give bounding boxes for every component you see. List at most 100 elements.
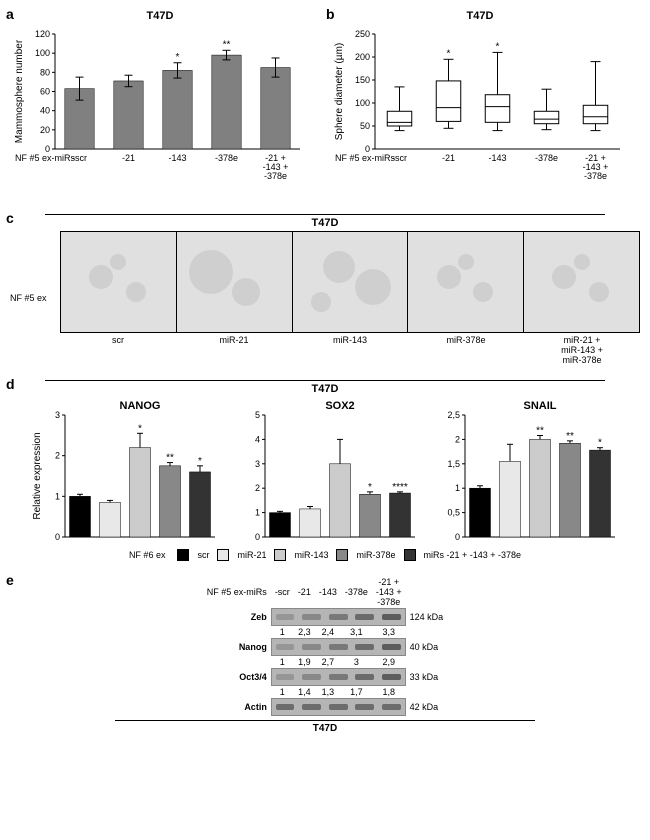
micrograph-cell (408, 232, 524, 332)
svg-text:-21: -21 (122, 153, 135, 163)
western-blot-table: NF #5 ex-miRs-scr-21-143-378e-21 + -143 … (203, 576, 447, 716)
row-label: NF #5 ex (10, 293, 60, 303)
blot-band (271, 638, 406, 656)
svg-text:3: 3 (255, 459, 260, 469)
blot-band (271, 608, 406, 626)
svg-text:200: 200 (355, 52, 370, 62)
svg-text:*: * (198, 456, 202, 467)
micrograph-label: miR-21 + miR-143 + miR-378e (524, 335, 640, 365)
panel-c: c T47D NF #5 ex scrmiR-21miR-143miR-378e… (10, 214, 640, 365)
svg-text:**: ** (566, 431, 574, 442)
svg-text:SOX2: SOX2 (325, 400, 354, 412)
svg-text:20: 20 (40, 125, 50, 135)
micrograph-labels: scrmiR-21miR-143miR-378emiR-21 + miR-143… (60, 333, 640, 365)
micrograph-label: miR-378e (408, 335, 524, 365)
svg-text:Sphere diameter (µm): Sphere diameter (µm) (334, 43, 345, 140)
panel-a: a T47D 020406080100120Mammosphere number… (10, 10, 310, 204)
svg-text:****: **** (392, 482, 408, 493)
svg-text:*: * (138, 423, 142, 434)
legend: NF #6 ex scr miR-21 miR-143 miR-378e miRs -2… (10, 549, 640, 561)
svg-text:2,5: 2,5 (447, 410, 460, 420)
svg-text:80: 80 (40, 67, 50, 77)
legend-swatch (336, 549, 348, 561)
micrograph-label: miR-143 (292, 335, 408, 365)
micrograph-label: scr (60, 335, 176, 365)
svg-text:4: 4 (255, 434, 260, 444)
svg-text:100: 100 (355, 98, 370, 108)
svg-text:100: 100 (35, 48, 50, 58)
panel-letter: c (6, 210, 14, 226)
legend-swatch (177, 549, 189, 561)
svg-text:1: 1 (255, 508, 260, 518)
svg-text:*: * (447, 48, 451, 59)
svg-text:50: 50 (360, 121, 370, 131)
svg-text:1: 1 (455, 483, 460, 493)
svg-text:150: 150 (355, 75, 370, 85)
svg-text:1: 1 (55, 491, 60, 501)
svg-text:-143: -143 (168, 153, 186, 163)
svg-text:2: 2 (455, 434, 460, 444)
svg-text:-378e: -378e (584, 171, 607, 181)
svg-text:0,5: 0,5 (447, 508, 460, 518)
svg-text:-378e: -378e (264, 171, 287, 181)
panel-d: d T47D NANOG0123****Relative expressionS… (10, 380, 640, 561)
svg-text:*: * (368, 482, 372, 493)
legend-prefix: NF #6 ex (129, 550, 166, 560)
micrograph-cell (293, 232, 409, 332)
bar-chart-SNAIL: SNAIL00,511,522,5***** (430, 397, 620, 547)
legend-swatch (217, 549, 229, 561)
blot-band (271, 698, 406, 716)
panel-title: T47D (45, 380, 605, 395)
svg-text:60: 60 (40, 87, 50, 97)
blot-band (271, 668, 406, 686)
svg-text:-21: -21 (442, 153, 455, 163)
panel-b: b T47D 050100150200250Sphere diameter (µ… (330, 10, 630, 204)
svg-text:*: * (496, 41, 500, 52)
legend-label: scr (197, 550, 209, 560)
svg-text:NF #5 ex-miRs: NF #5 ex-miRs (335, 153, 396, 163)
micrograph-label: miR-21 (176, 335, 292, 365)
svg-text:NF #5 ex-miRs: NF #5 ex-miRs (15, 153, 76, 163)
svg-text:Relative expression: Relative expression (32, 432, 43, 519)
panel-title: T47D (10, 10, 310, 22)
panel-footer: T47D (115, 720, 535, 734)
svg-text:Mammosphere number: Mammosphere number (14, 39, 25, 143)
bar-chart-SOX2: SOX2012345***** (230, 397, 420, 547)
panel-letter: d (6, 376, 15, 392)
micrograph-cell (61, 232, 177, 332)
micrograph-row (60, 231, 640, 333)
panel-letter: b (326, 6, 335, 22)
bar-chart: 020406080100120Mammosphere number-scr-21… (10, 24, 310, 204)
svg-text:-378e: -378e (535, 153, 558, 163)
box-plot: 050100150200250Sphere diameter (µm)-scr*… (330, 24, 630, 204)
svg-text:-143: -143 (488, 153, 506, 163)
svg-text:**: ** (536, 425, 544, 436)
svg-text:2: 2 (55, 451, 60, 461)
svg-text:**: ** (166, 453, 174, 464)
panel-e: e NF #5 ex-miRs-scr-21-143-378e-21 + -14… (10, 576, 640, 734)
svg-text:*: * (598, 438, 602, 449)
svg-text:250: 250 (355, 29, 370, 39)
legend-label: miR-143 (294, 550, 328, 560)
svg-text:5: 5 (255, 410, 260, 420)
svg-text:3: 3 (55, 410, 60, 420)
legend-swatch (274, 549, 286, 561)
svg-text:2: 2 (255, 483, 260, 493)
legend-swatch (404, 549, 416, 561)
legend-label: miRs -21 + -143 + -378e (424, 550, 522, 560)
legend-label: miR-378e (356, 550, 395, 560)
svg-text:NANOG: NANOG (120, 400, 161, 412)
micrograph-cell (524, 232, 639, 332)
svg-text:0: 0 (455, 532, 460, 542)
svg-text:0: 0 (255, 532, 260, 542)
legend-label: miR-21 (237, 550, 266, 560)
svg-text:120: 120 (35, 29, 50, 39)
svg-text:*: * (176, 52, 180, 63)
svg-text:SNAIL: SNAIL (524, 400, 557, 412)
panel-letter: a (6, 6, 14, 22)
svg-text:0: 0 (55, 532, 60, 542)
svg-text:**: ** (223, 39, 231, 50)
svg-text:-378e: -378e (215, 153, 238, 163)
panel-title: T47D (330, 10, 630, 22)
panel-letter: e (6, 572, 14, 588)
